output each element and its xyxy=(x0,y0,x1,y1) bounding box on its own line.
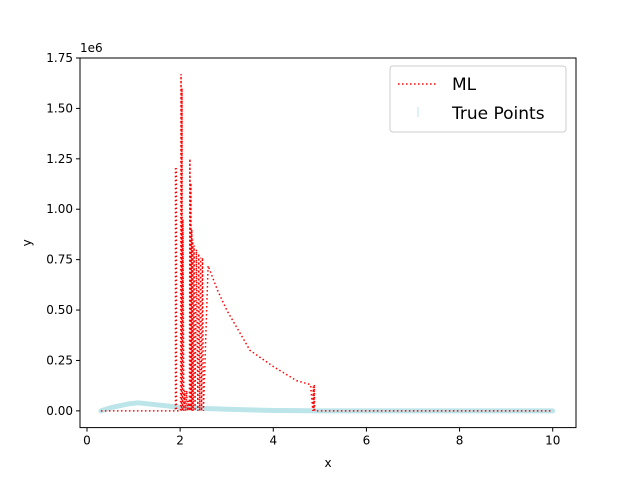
x-axis-label: x xyxy=(324,456,331,470)
y-tick-label: 0.75 xyxy=(46,253,73,267)
y-tick-label: 1.75 xyxy=(46,51,73,65)
y-tick-label: 0.50 xyxy=(46,303,73,317)
y-tick-label: 1.25 xyxy=(46,152,73,166)
axes-frame xyxy=(79,57,577,429)
series-layer xyxy=(98,74,556,414)
legend-box xyxy=(389,65,567,133)
y-axis-label: y xyxy=(20,239,34,246)
x-tick-label: 8 xyxy=(456,434,464,448)
y-tick-label: 0.00 xyxy=(46,404,73,418)
legend-true-points-label: True Points xyxy=(451,104,545,124)
x-tick-label: 6 xyxy=(363,434,371,448)
y-tick-label: 1.00 xyxy=(46,202,73,216)
legend: ML True Points xyxy=(389,65,567,133)
series-line-ml xyxy=(100,74,553,412)
y-offset-label: 1e6 xyxy=(80,41,103,55)
x-tick-label: 0 xyxy=(83,434,91,448)
x-tick-label: 10 xyxy=(545,434,560,448)
x-tick-label: 4 xyxy=(269,434,277,448)
ticks-layer: 0 2 4 6 8 10 0.00 0.25 0.50 0.75 1.00 1.25 1.50 1.75 xyxy=(46,51,560,448)
y-tick-label: 0.25 xyxy=(46,353,73,367)
x-tick-label: 2 xyxy=(176,434,184,448)
legend-ml-label: ML xyxy=(452,75,477,95)
y-tick-label: 1.50 xyxy=(46,101,73,115)
